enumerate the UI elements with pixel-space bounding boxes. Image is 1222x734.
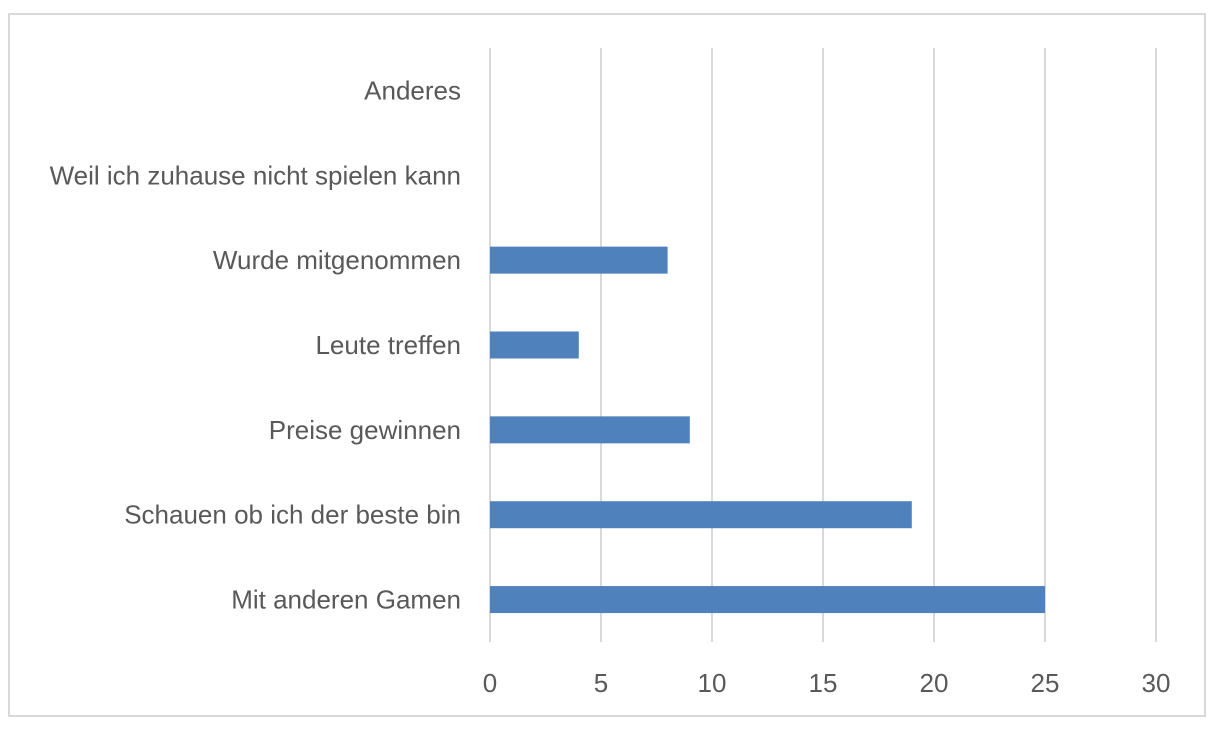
bar-preise-gewinnen <box>490 416 690 444</box>
x-tick-label-15: 15 <box>809 668 838 698</box>
x-tick-label-30: 30 <box>1142 668 1171 698</box>
category-label: Anderes <box>364 75 461 105</box>
category-labels: Mit anderen Gamen Schauen ob ich der best… <box>50 75 461 614</box>
x-tick-label-25: 25 <box>1031 668 1060 698</box>
x-tick-label-5: 5 <box>594 668 608 698</box>
category-label: Wurde mitgenommen <box>213 245 461 275</box>
category-label: Mit anderen Gamen <box>231 585 461 615</box>
x-tick-label-0: 0 <box>483 668 497 698</box>
category-label: Preise gewinnen <box>269 415 461 445</box>
bar-mit-anderen-gamen <box>490 586 1045 614</box>
bars <box>490 246 1045 614</box>
category-label: Schauen ob ich der beste bin <box>124 500 461 530</box>
bar-schauen-ob-ich-der-beste-bin <box>490 501 912 529</box>
category-label: Leute treffen <box>315 330 461 360</box>
x-tick-labels: 0 5 10 15 20 25 30 <box>483 668 1171 698</box>
x-tick-label-20: 20 <box>920 668 949 698</box>
x-tick-label-10: 10 <box>698 668 727 698</box>
bar-wurde-mitgenommen <box>490 246 668 274</box>
bar-leute-treffen <box>490 331 579 359</box>
category-label: Weil ich zuhause nicht spielen kann <box>50 160 461 190</box>
gridlines <box>489 48 1157 642</box>
